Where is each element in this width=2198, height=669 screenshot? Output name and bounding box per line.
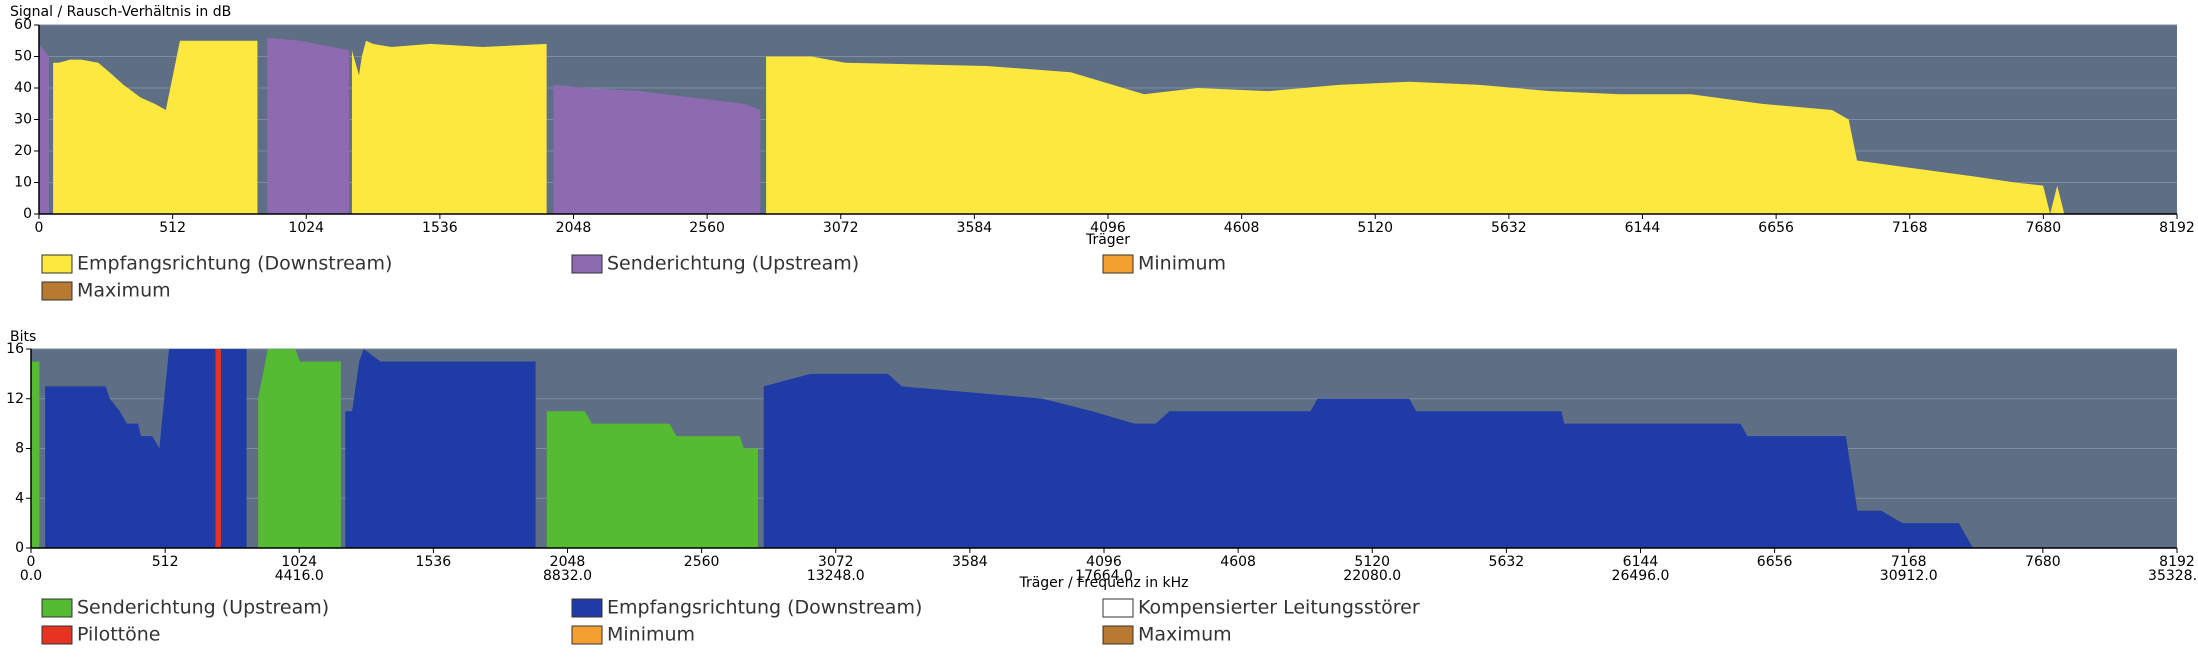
x-tick-label: 4608 — [1220, 554, 1256, 570]
x-tick-label: 6656 — [1757, 554, 1793, 570]
y-tick-label: 16 — [6, 341, 24, 357]
x2-tick-label: 26496.0 — [1612, 568, 1670, 584]
legend-label: Minimum — [1138, 253, 1226, 275]
y-tick-label: 50 — [14, 49, 32, 65]
x-tick-label: 1024 — [281, 554, 317, 570]
legend-swatch — [41, 254, 73, 274]
x-tick-label: 2048 — [550, 554, 586, 570]
x2-tick-label: 22080.0 — [1343, 568, 1401, 584]
x-tick-label: 1024 — [288, 220, 324, 236]
x2-tick-label: 17664.0 — [1075, 568, 1133, 584]
legend-label: Pilottöne — [77, 624, 160, 646]
legend-swatch — [571, 254, 603, 274]
legend-label: Senderichtung (Upstream) — [77, 597, 329, 619]
y-tick-label: 20 — [14, 143, 32, 159]
x-tick-label: 6144 — [1623, 554, 1659, 570]
x-tick-label: 0 — [27, 554, 36, 570]
legend-label: Kompensierter Leitungsstörer — [1138, 597, 1420, 619]
y-tick-label: 40 — [14, 80, 32, 96]
x-tick-label: 1536 — [422, 220, 458, 236]
legend-label: Senderichtung (Upstream) — [607, 253, 859, 275]
area — [45, 349, 1973, 548]
x-tick-label: 1536 — [416, 554, 452, 570]
x-tick-label: 3072 — [823, 220, 859, 236]
x-tick-label: 7680 — [2026, 220, 2062, 236]
x-tick-label: 5120 — [1357, 220, 1393, 236]
legend-swatch — [571, 625, 603, 645]
area — [31, 349, 758, 548]
legend-swatch — [41, 598, 73, 618]
y-tick-label: 10 — [14, 175, 32, 191]
area — [53, 40, 2065, 214]
legend-swatch — [41, 281, 73, 301]
x2-tick-label: 35328.0 — [2148, 568, 2198, 584]
x-tick-label: 3584 — [952, 554, 988, 570]
x-tick-label: 7168 — [1891, 554, 1927, 570]
area — [39, 37, 761, 214]
x-tick-label: 7168 — [1892, 220, 1928, 236]
legend-label: Empfangsrichtung (Downstream) — [607, 597, 922, 619]
x-tick-label: 512 — [152, 554, 179, 570]
y-tick-label: 30 — [14, 112, 32, 128]
x-tick-label: 6656 — [1758, 220, 1794, 236]
x-tick-label: 3072 — [818, 554, 854, 570]
y-tick-label: 0 — [15, 540, 24, 556]
y-tick-label: 12 — [6, 391, 24, 407]
legend-label: Empfangsrichtung (Downstream) — [77, 253, 392, 275]
x-tick-label: 5632 — [1489, 554, 1525, 570]
legend-label: Maximum — [77, 280, 171, 302]
x-tick-label: 4608 — [1224, 220, 1260, 236]
legend-swatch — [1102, 625, 1134, 645]
legend-swatch — [1102, 598, 1134, 618]
x2-tick-label: 0.0 — [20, 568, 42, 584]
x2-tick-label: 13248.0 — [807, 568, 865, 584]
x2-tick-label: 30912.0 — [1880, 568, 1938, 584]
x-tick-label: 5120 — [1354, 554, 1390, 570]
y-tick-label: 4 — [15, 490, 24, 506]
x-tick-label: 8192 — [2159, 220, 2195, 236]
chart-title: Bits — [10, 329, 36, 345]
x-tick-label: 4096 — [1090, 220, 1126, 236]
x-tick-label: 5632 — [1491, 220, 1527, 236]
x2-tick-label: 8832.0 — [543, 568, 592, 584]
chart-title: Signal / Rausch-Verhältnis in dB — [10, 4, 231, 20]
x-tick-label: 6144 — [1625, 220, 1661, 236]
y-tick-label: 60 — [14, 17, 32, 33]
x-tick-label: 0 — [35, 220, 44, 236]
legend-swatch — [41, 625, 73, 645]
legend-label: Minimum — [607, 624, 695, 646]
y-tick-label: 8 — [15, 441, 24, 457]
legend-swatch — [1102, 254, 1134, 274]
area — [215, 349, 221, 548]
x-tick-label: 3584 — [957, 220, 993, 236]
legend-label: Maximum — [1138, 624, 1232, 646]
x-tick-label: 512 — [159, 220, 186, 236]
x-tick-label: 2560 — [689, 220, 725, 236]
x-tick-label: 8192 — [2159, 554, 2195, 570]
x-tick-label: 7680 — [2025, 554, 2061, 570]
y-tick-label: 0 — [23, 206, 32, 222]
x2-tick-label: 4416.0 — [275, 568, 324, 584]
x-axis-label: Träger / Frequenz in kHz — [1018, 575, 1188, 591]
x-tick-label: 2560 — [684, 554, 720, 570]
x-tick-label: 2048 — [556, 220, 592, 236]
legend-swatch — [571, 598, 603, 618]
x-tick-label: 4096 — [1086, 554, 1122, 570]
x-axis-label: Träger — [1085, 232, 1130, 248]
